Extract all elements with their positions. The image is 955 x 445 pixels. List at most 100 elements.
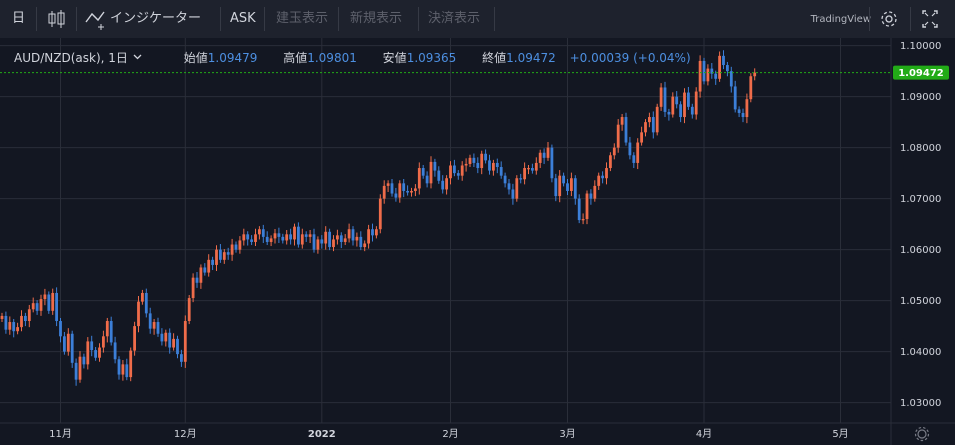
candle-body — [258, 229, 261, 235]
high-label: 高値 — [283, 51, 308, 65]
chevron-down-icon[interactable] — [132, 52, 144, 62]
candle-body — [0, 315, 4, 319]
candle-body — [234, 244, 238, 250]
candle-body — [336, 235, 339, 240]
candle-body — [269, 238, 273, 242]
candle-body — [655, 106, 659, 133]
candle-body — [456, 173, 460, 176]
candle-body — [59, 321, 62, 337]
candle-body — [577, 198, 581, 221]
candle-body — [492, 162, 495, 171]
candle-body — [144, 292, 148, 314]
candle-body — [238, 240, 242, 250]
candle-body — [628, 142, 632, 156]
axis-gear-teeth — [914, 426, 930, 442]
candle-body — [222, 252, 226, 260]
candle-body — [453, 165, 456, 174]
indicators-button[interactable]: インジケーター — [84, 0, 201, 38]
candle-body — [566, 183, 569, 191]
candle-body — [254, 234, 257, 242]
price-chart[interactable]: 1.10000 1.09000 1.08000 1.07000 1.06000 1.050… — [0, 38, 955, 445]
candle-body — [581, 219, 585, 221]
candle-body — [573, 178, 577, 199]
candle-body — [382, 185, 386, 199]
candle-body — [687, 92, 690, 107]
ohlc-legend: AUD/NZD(ask), 1日 始値1.09479 高値1.09801 安値1… — [14, 48, 691, 68]
candle-body — [86, 341, 90, 365]
show-settlements-button[interactable]: 決済表示 — [428, 11, 481, 26]
candle-body — [102, 336, 105, 348]
candle-body — [480, 153, 484, 169]
candle-body — [722, 55, 725, 66]
price-source-button[interactable]: ASK — [230, 11, 256, 26]
candle-body — [297, 226, 300, 245]
candle-body — [148, 313, 152, 329]
candle-body — [94, 350, 97, 358]
candle-body — [371, 229, 374, 236]
candle-body — [659, 87, 663, 107]
change-value: +0.00039 (+0.04%) — [569, 51, 691, 65]
show-positions-button[interactable]: 建玉表示 — [276, 11, 329, 26]
candle-body — [324, 231, 328, 244]
candle-body — [199, 267, 203, 283]
candle-body — [51, 292, 55, 311]
candle-body — [242, 234, 246, 241]
candle-body — [433, 161, 437, 171]
candle-body — [562, 175, 565, 184]
price-axis[interactable]: 1.10000 1.09000 1.08000 1.07000 1.06000 1.050… — [900, 41, 941, 409]
candle-body — [375, 229, 378, 236]
candle-body — [16, 327, 19, 332]
candle-body — [605, 168, 608, 179]
candle-body — [694, 91, 698, 115]
candle-body — [20, 315, 23, 328]
candle-body — [612, 147, 616, 156]
candle-body — [550, 147, 554, 179]
candle-body — [39, 299, 43, 311]
low-value: 1.09365 — [406, 51, 457, 65]
x-tick-label: 2月 — [442, 428, 458, 440]
candle-body — [476, 162, 480, 169]
candle-body — [472, 157, 476, 163]
candle-body — [558, 175, 562, 197]
candle-body — [74, 362, 78, 380]
candle-body — [632, 155, 636, 163]
candle-body — [55, 292, 58, 322]
candle-body — [515, 178, 519, 199]
candle-body — [70, 333, 74, 363]
indicators-icon — [85, 11, 105, 30]
symbol-label[interactable]: AUD/NZD(ask), 1日 — [14, 51, 128, 65]
candle-body — [741, 112, 745, 118]
candle-body — [460, 165, 464, 176]
candle-body — [203, 267, 207, 273]
candlestick-type-button[interactable] — [46, 0, 70, 38]
candle-body — [464, 163, 468, 166]
indicators-label: インジケーター — [110, 11, 202, 26]
candle-body — [706, 68, 710, 82]
toolbar-divider — [418, 7, 419, 31]
candle-body — [195, 277, 199, 283]
candle-body — [570, 178, 573, 191]
candle-body — [168, 332, 172, 348]
show-new-orders-button[interactable]: 新規表示 — [350, 11, 403, 26]
candle-body — [648, 117, 651, 123]
candle-body — [183, 321, 187, 362]
x-tick-label: 4月 — [696, 428, 712, 440]
candle-body — [121, 364, 125, 375]
candle-body — [27, 309, 31, 322]
interval-button[interactable]: 日 — [12, 11, 26, 26]
candle-body — [511, 189, 515, 199]
chart-background — [0, 38, 955, 445]
axis-settings-button[interactable] — [914, 426, 930, 442]
fullscreen-button[interactable] — [920, 0, 940, 38]
settings-button[interactable] — [878, 0, 902, 38]
candle-body — [117, 359, 121, 375]
candle-body — [98, 347, 101, 358]
time-axis[interactable]: 11月 12月 2022 2月 3月 4月 5月 — [49, 428, 849, 440]
candle-body — [620, 117, 624, 125]
candle-body — [714, 73, 718, 79]
candle-body — [31, 303, 35, 310]
candle-body — [644, 122, 647, 133]
candle-body — [679, 104, 682, 118]
candle-body — [636, 142, 640, 163]
candle-body — [261, 229, 265, 237]
